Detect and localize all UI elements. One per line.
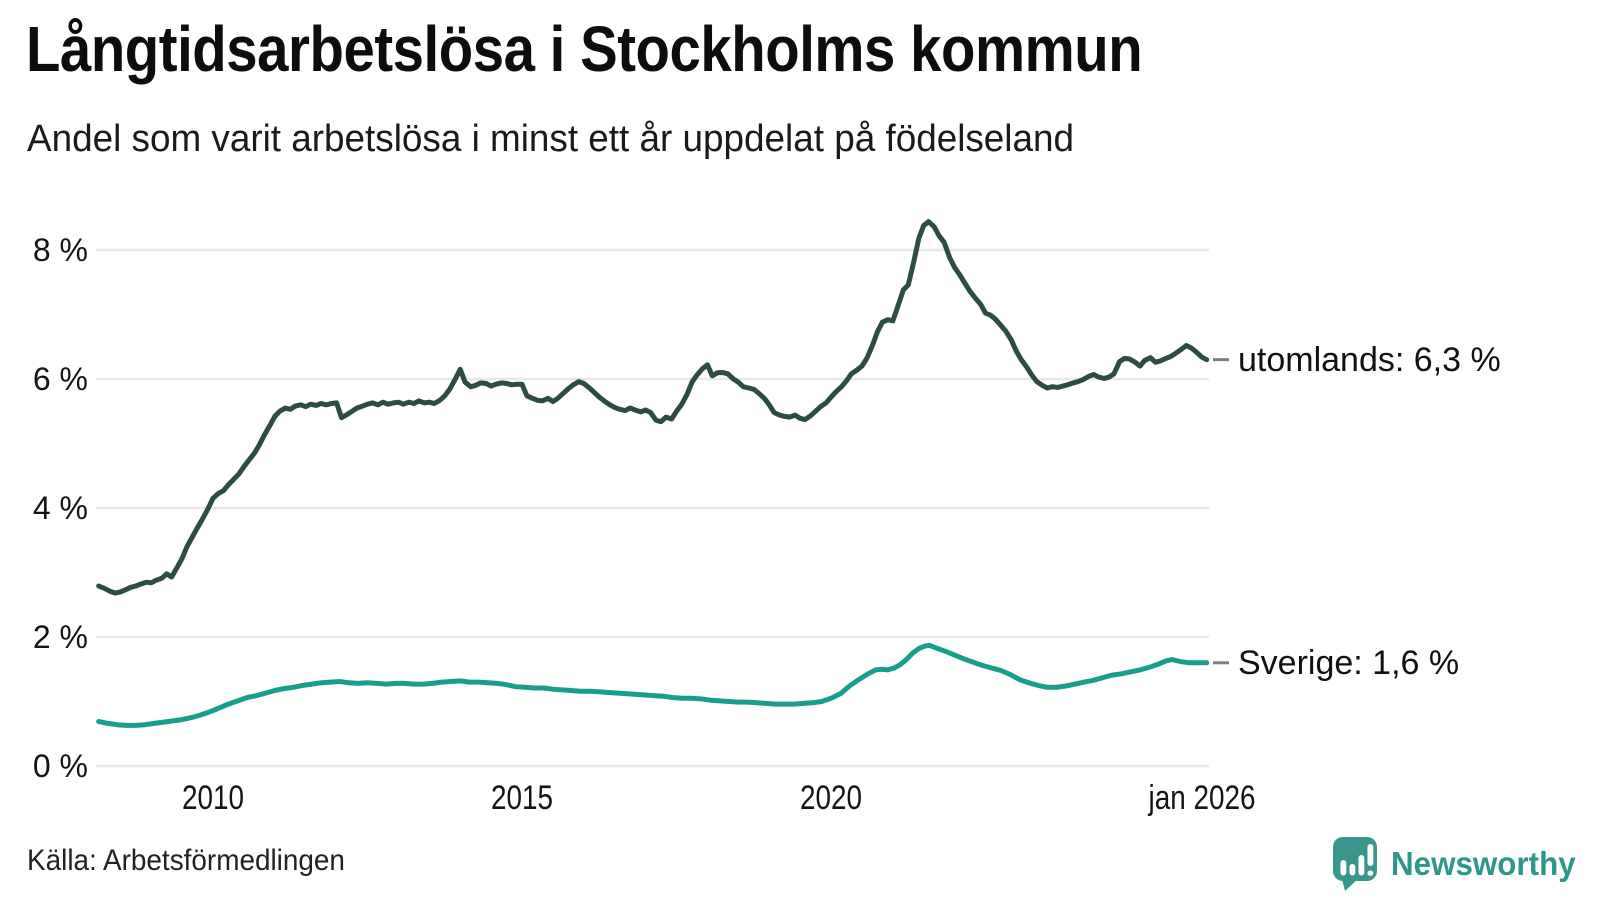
y-axis-tick-label: 0 % bbox=[32, 748, 88, 784]
y-axis-tick-label: 4 % bbox=[32, 490, 88, 526]
newsworthy-wordmark: Newsworthy bbox=[1391, 845, 1576, 882]
x-axis-tick-label: 2010 bbox=[181, 779, 245, 817]
page-subtitle: Andel som varit arbetslösa i minst ett å… bbox=[27, 118, 1075, 160]
y-axis-tick-label: 2 % bbox=[32, 619, 88, 655]
series-line-utomlands bbox=[96, 219, 1210, 596]
y-axis-tick-label: 6 % bbox=[32, 361, 88, 397]
x-axis-tick-label: 2020 bbox=[799, 779, 863, 817]
y-axis-tick-label: 8 % bbox=[32, 232, 88, 268]
series-label: Sverige: 1,6 % bbox=[1238, 643, 1460, 682]
x-axis-tick-label: 2015 bbox=[490, 779, 554, 817]
series-line-Sverige bbox=[96, 642, 1210, 728]
newsworthy-logo: Newsworthy bbox=[1332, 836, 1585, 892]
page-title: Långtidsarbetslösa i Stockholms kommun bbox=[26, 13, 1143, 85]
source-note: Källa: Arbetsförmedlingen bbox=[27, 844, 345, 877]
speech-bubble-bar-chart-icon bbox=[1333, 837, 1377, 891]
x-axis-tick-label: jan 2026 bbox=[1148, 779, 1256, 817]
series-label: utomlands: 6,3 % bbox=[1238, 340, 1501, 379]
